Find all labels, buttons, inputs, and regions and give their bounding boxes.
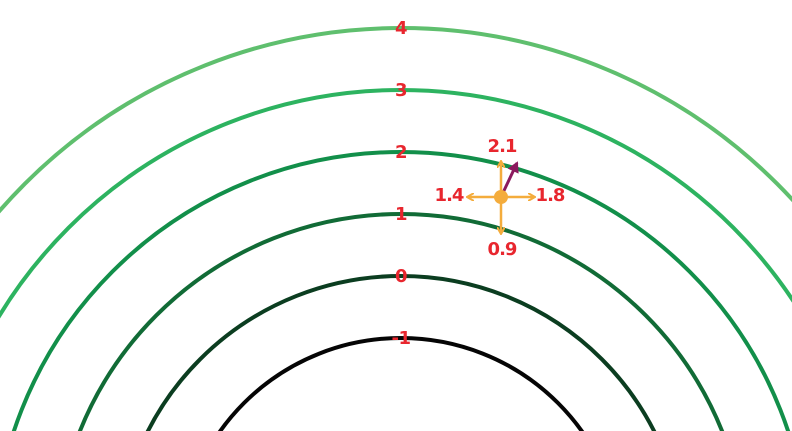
contour-label: 4 bbox=[395, 18, 407, 39]
contour-ring bbox=[0, 88, 792, 319]
contour-ring bbox=[145, 274, 657, 431]
contour-label: 2 bbox=[395, 142, 407, 163]
contour-ring bbox=[11, 150, 791, 431]
contour-rings bbox=[0, 26, 792, 431]
arrow-right-label: 1.8 bbox=[536, 185, 565, 206]
contour-label: 3 bbox=[395, 80, 407, 101]
contour-label: 0 bbox=[395, 266, 407, 287]
probe-point bbox=[494, 190, 508, 204]
arrow-left-label: 1.4 bbox=[435, 185, 464, 206]
contour-labels: -1 0 1 2 3 4 bbox=[392, 18, 412, 349]
arrow-up-label: 2.1 bbox=[488, 136, 517, 157]
probe-point-group: 2.1 0.9 1.4 1.8 bbox=[435, 136, 566, 260]
contour-ring bbox=[217, 336, 585, 431]
contour-ring bbox=[77, 212, 725, 431]
contour-label: 1 bbox=[395, 204, 407, 225]
arrow-down-label: 0.9 bbox=[488, 239, 517, 260]
contour-ring bbox=[0, 26, 792, 214]
contour-label: -1 bbox=[392, 328, 411, 349]
